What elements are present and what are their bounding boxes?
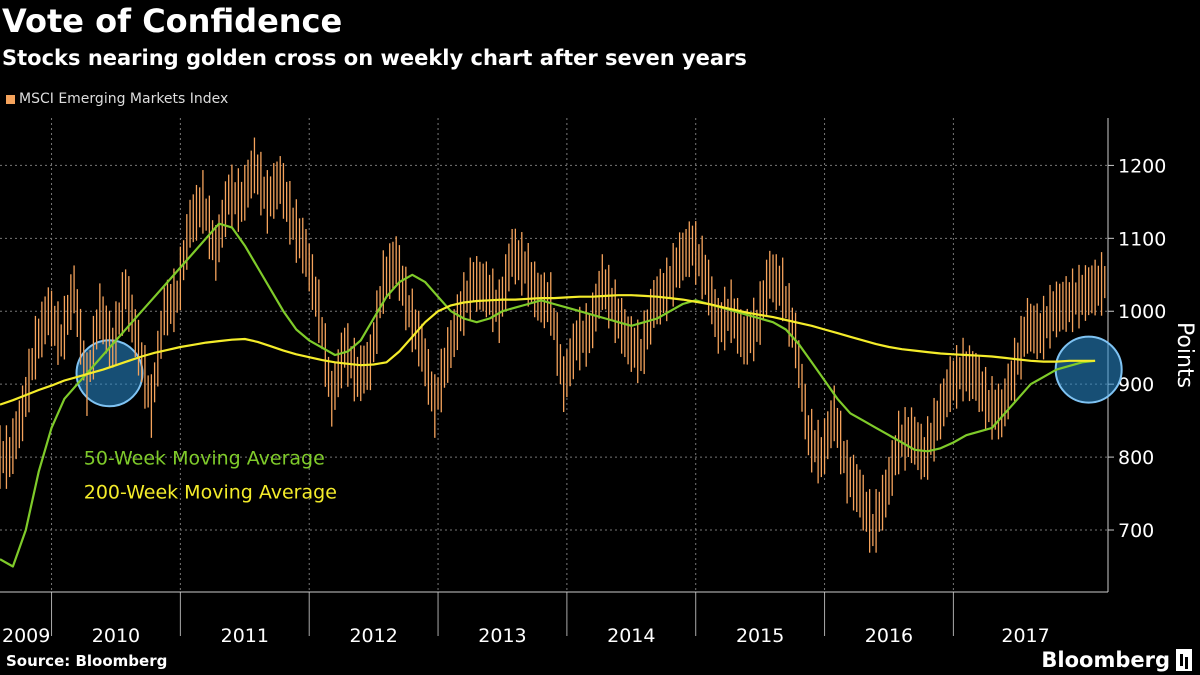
- y-tick-label: 1100: [1118, 228, 1166, 250]
- legend-swatch-icon: [6, 94, 15, 104]
- x-tick-label: 2011: [221, 625, 269, 647]
- ma50-line: [0, 222, 1096, 568]
- y-tick-label: 800: [1118, 447, 1154, 469]
- brand-text: Bloomberg: [1041, 648, 1170, 672]
- y-tick-label: 1200: [1118, 155, 1166, 177]
- x-tick-label: 2014: [607, 625, 655, 647]
- y-axis-label: Points: [1172, 322, 1197, 388]
- x-tick-label: 2013: [478, 625, 526, 647]
- crossover-highlight-circle: [1054, 335, 1123, 404]
- legend: MSCI Emerging Markets Index: [6, 91, 228, 107]
- legend-label: MSCI Emerging Markets Index: [19, 91, 229, 107]
- brand-logo: Bloomberg: [1041, 648, 1192, 672]
- x-tick-label: 2015: [736, 625, 784, 647]
- y-tick-label: 900: [1118, 374, 1154, 396]
- x-tick-label: 2017: [1001, 625, 1049, 647]
- y-tick-label: 700: [1118, 520, 1154, 542]
- series-annotation-label: 200-Week Moving Average: [84, 482, 337, 504]
- page-title: Vote of Confidence: [2, 2, 343, 40]
- source-label: Source: Bloomberg: [6, 652, 168, 670]
- bloomberg-mark-icon: [1176, 649, 1192, 671]
- x-tick-label: 2010: [92, 625, 140, 647]
- series-annotation-label: 50-Week Moving Average: [84, 447, 325, 469]
- x-tick-label: 2012: [349, 625, 397, 647]
- ma200-line: [0, 294, 1096, 406]
- y-tick-label: 1000: [1118, 301, 1166, 323]
- page-subtitle: Stocks nearing golden cross on weekly ch…: [2, 46, 747, 70]
- x-tick-label: 2016: [865, 625, 913, 647]
- x-tick-label: 2009: [2, 625, 50, 647]
